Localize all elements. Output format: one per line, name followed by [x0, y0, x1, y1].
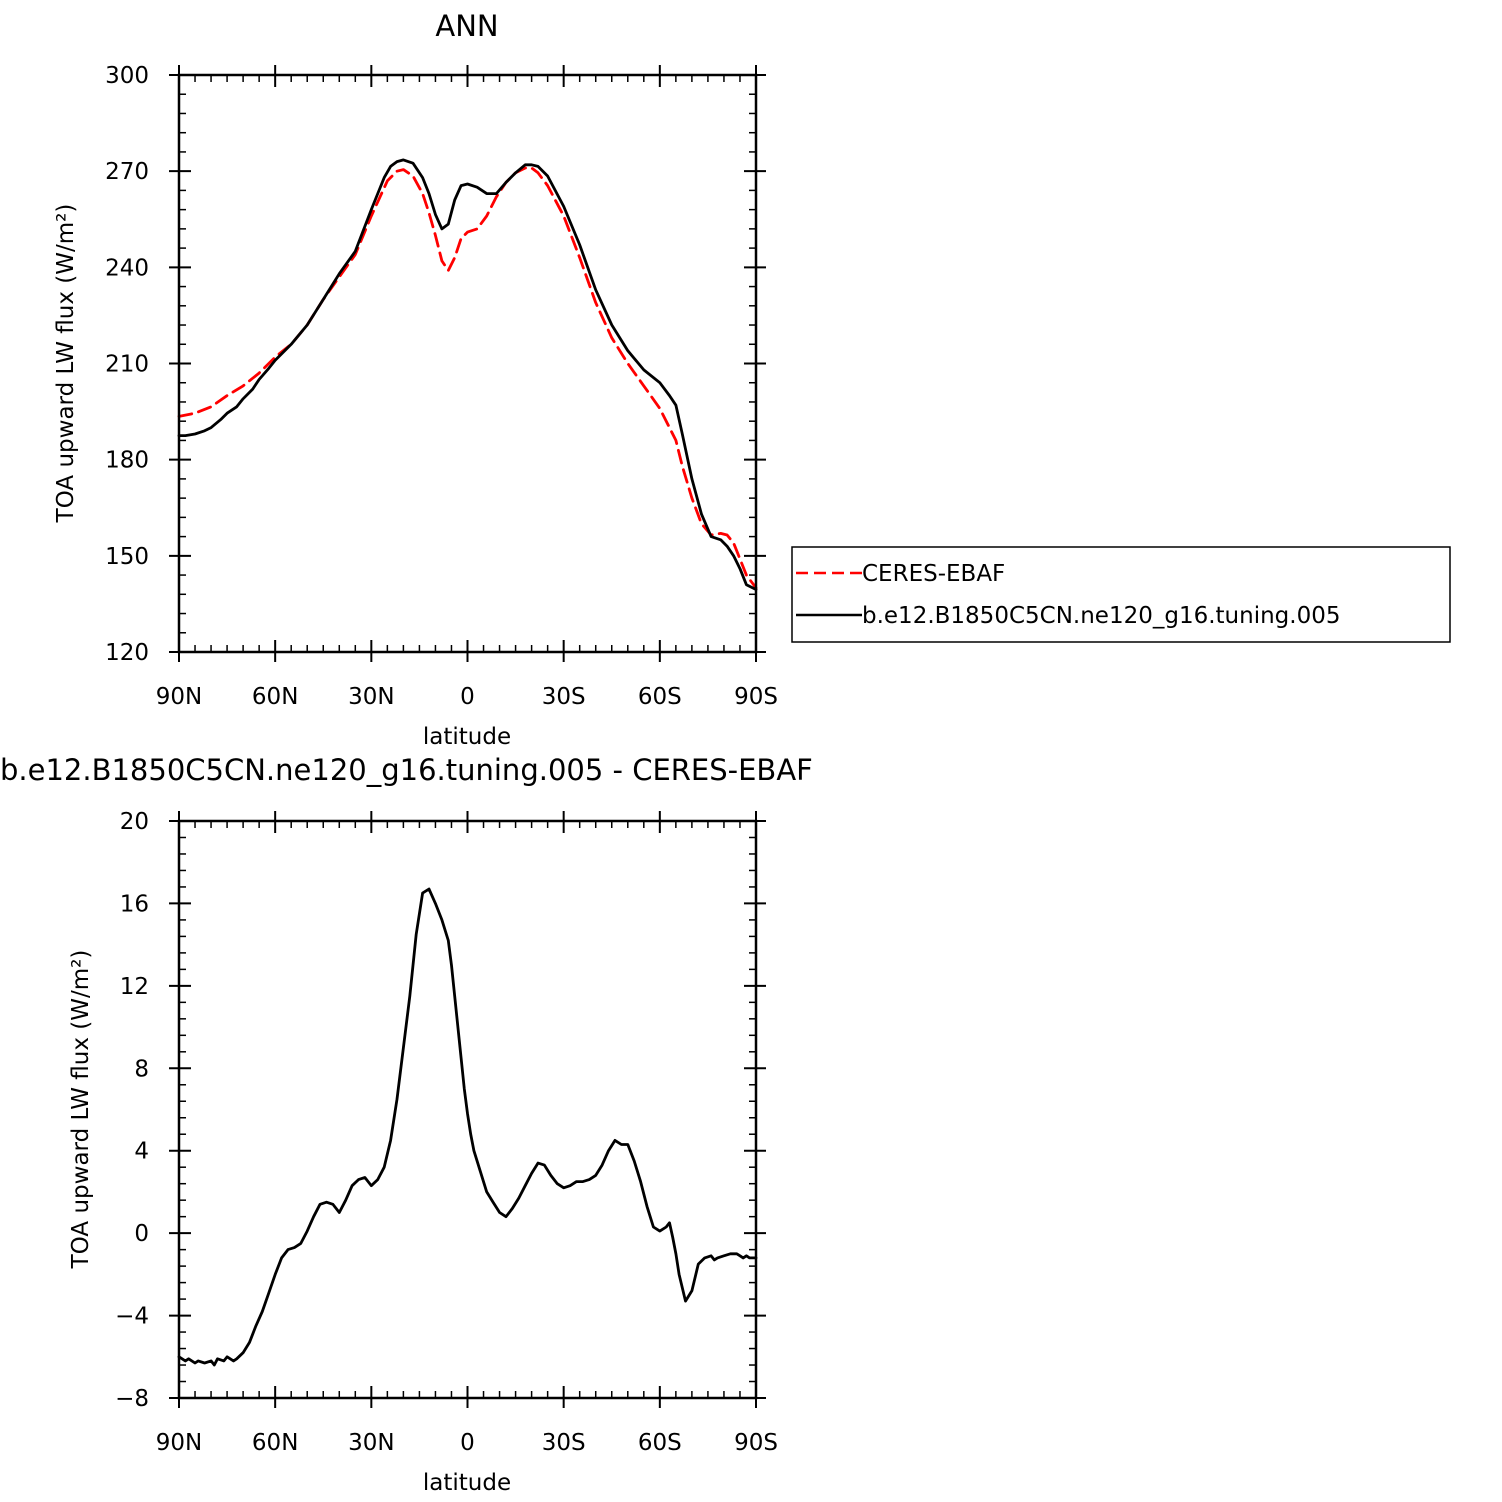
y-axis-label: TOA upward LW flux (W/m²): [53, 204, 79, 524]
y-tick-label: 240: [105, 255, 149, 281]
difference-panel: b.e12.B1850C5CN.ne120_g16.tuning.005 - C…: [0, 753, 813, 1496]
x-axis-label: latitude: [423, 1470, 511, 1496]
y-tick-label: 8: [134, 1056, 149, 1082]
x-tick-label: 60S: [638, 684, 682, 710]
x-tick-label: 30S: [542, 1430, 586, 1456]
y-tick-label: 0: [134, 1221, 149, 1247]
y-tick-label: 210: [105, 352, 149, 378]
x-axis-label: latitude: [423, 724, 511, 750]
y-tick-label: 12: [120, 974, 149, 1000]
panel-title: ANN: [435, 9, 498, 43]
x-tick-label: 90S: [734, 684, 778, 710]
legend-label-model: b.e12.B1850C5CN.ne120_g16.tuning.005: [862, 603, 1340, 629]
plot-frame: [177, 819, 758, 1400]
mean-flux-panel: ANN 90N 60N 30N 0 30S 60S 90S 120 150 180 210 240 27…: [53, 9, 778, 750]
legend: CERES-EBAF b.e12.B1850C5CN.ne120_g16.tun…: [791, 546, 1451, 643]
y-tick-label: 150: [105, 544, 149, 570]
x-tick-label: 0: [460, 684, 475, 710]
y-tick-label: −4: [115, 1304, 149, 1330]
x-tick-label: 90N: [156, 684, 202, 710]
series-line-1: [177, 158, 758, 591]
legend-box: [791, 546, 1451, 643]
y-tick-label: 20: [120, 809, 149, 835]
y-tick-label: 180: [105, 448, 149, 474]
x-tick-label: 0: [460, 1430, 475, 1456]
y-tick-label: −8: [115, 1386, 149, 1412]
x-tick-label: 30N: [348, 1430, 394, 1456]
legend-label-ceres: CERES-EBAF: [862, 561, 1005, 587]
x-tick-label: 90S: [734, 1430, 778, 1456]
y-tick-label: 16: [120, 891, 149, 917]
series-line-0: [177, 887, 758, 1367]
x-tick-label: 90N: [156, 1430, 202, 1456]
plot-frame: [177, 73, 758, 654]
y-tick-label: 300: [105, 63, 149, 89]
panel-title: b.e12.B1850C5CN.ne120_g16.tuning.005 - C…: [0, 753, 813, 787]
x-tick-label: 60N: [252, 1430, 298, 1456]
y-tick-label: 4: [134, 1139, 149, 1165]
y-tick-label: 270: [105, 159, 149, 185]
x-tick-label: 60S: [638, 1430, 682, 1456]
x-tick-label: 30N: [348, 684, 394, 710]
series-line-0: [177, 166, 758, 590]
y-tick-label: 120: [105, 640, 149, 666]
x-tick-label: 60N: [252, 684, 298, 710]
y-axis-label: TOA upward LW flux (W/m²): [68, 950, 94, 1270]
x-tick-label: 30S: [542, 684, 586, 710]
